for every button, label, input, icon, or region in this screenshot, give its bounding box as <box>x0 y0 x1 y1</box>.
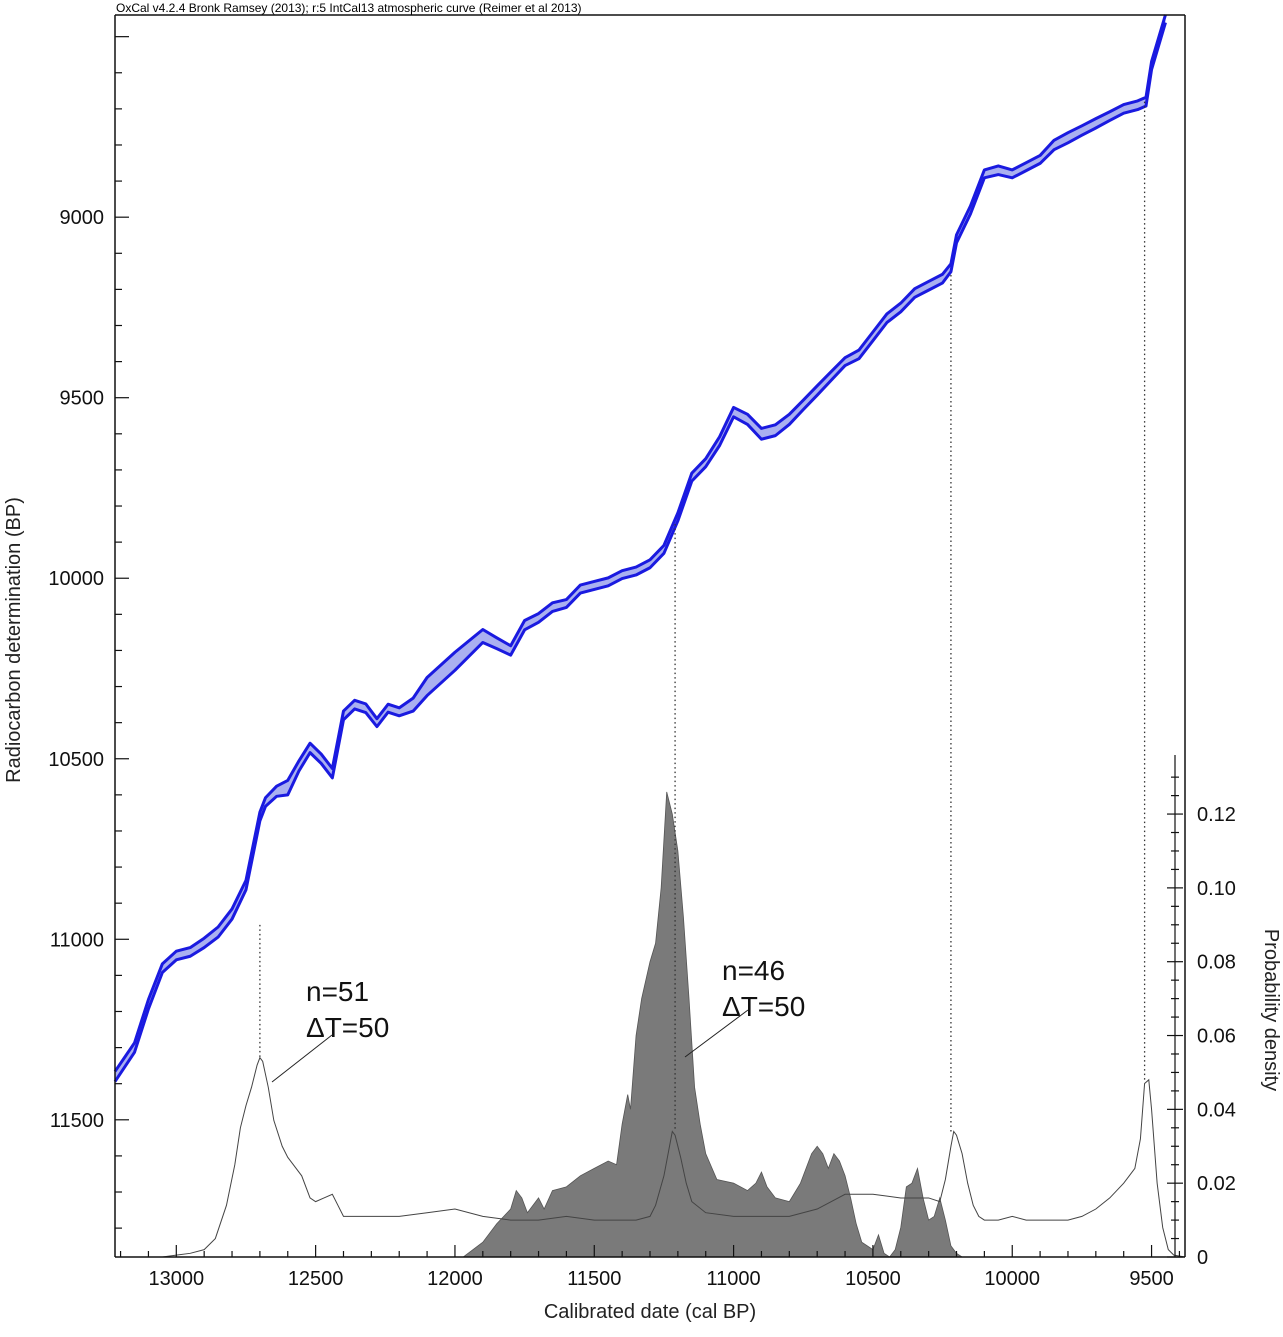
y-tick-label: 9500 <box>60 388 105 410</box>
annotation-0-line2: ΔT=50 <box>306 1012 389 1043</box>
y-tick-label: 11000 <box>50 929 104 951</box>
x-tick-label: 9500 <box>1129 1268 1174 1290</box>
annotation-0-line1: n=51 <box>306 976 369 1007</box>
y2-tick-label: 0.10 <box>1197 878 1236 900</box>
x-tick-label: 10000 <box>984 1268 1040 1290</box>
calibration-curve-band <box>115 14 1166 1082</box>
density-outline-n51 <box>115 1056 1186 1258</box>
chart-header: OxCal v4.2.4 Bronk Ramsey (2013); r:5 In… <box>116 1 582 15</box>
x-tick-label: 10500 <box>845 1268 901 1290</box>
annotation-0-leader <box>271 1034 333 1083</box>
x-tick-label: 11000 <box>707 1268 761 1290</box>
density-filled-n46 <box>115 791 1185 1258</box>
y2-axis-title: Probability density <box>1260 929 1282 1091</box>
y2-tick-label: 0.08 <box>1197 952 1236 974</box>
y-tick-label: 9000 <box>60 207 105 229</box>
x-tick-label: 12000 <box>427 1268 483 1290</box>
y2-tick-label: 0 <box>1197 1247 1208 1269</box>
y-axis-title: Radiocarbon determination (BP) <box>3 497 25 783</box>
y2-tick-label: 0.06 <box>1197 1026 1236 1048</box>
y-tick-label: 10000 <box>48 568 104 590</box>
annotation-1-line1: n=46 <box>722 955 785 986</box>
annotation-1-line2: ΔT=50 <box>722 991 805 1022</box>
y2-tick-label: 0.02 <box>1197 1173 1236 1195</box>
x-tick-label: 11500 <box>567 1268 621 1290</box>
x-tick-label: 13000 <box>148 1268 204 1290</box>
calibration-curve-lower <box>113 22 1167 1083</box>
y-tick-label: 10500 <box>48 749 104 771</box>
x-axis-title: Calibrated date (cal BP) <box>544 1301 756 1323</box>
y-tick-label: 11500 <box>50 1110 104 1132</box>
y2-tick-label: 0.12 <box>1197 804 1236 826</box>
calibration-curve-upper <box>113 14 1167 1073</box>
annotation-1-leader <box>684 1009 749 1058</box>
y2-tick-label: 0.04 <box>1197 1099 1236 1121</box>
x-tick-label: 12500 <box>288 1268 344 1290</box>
